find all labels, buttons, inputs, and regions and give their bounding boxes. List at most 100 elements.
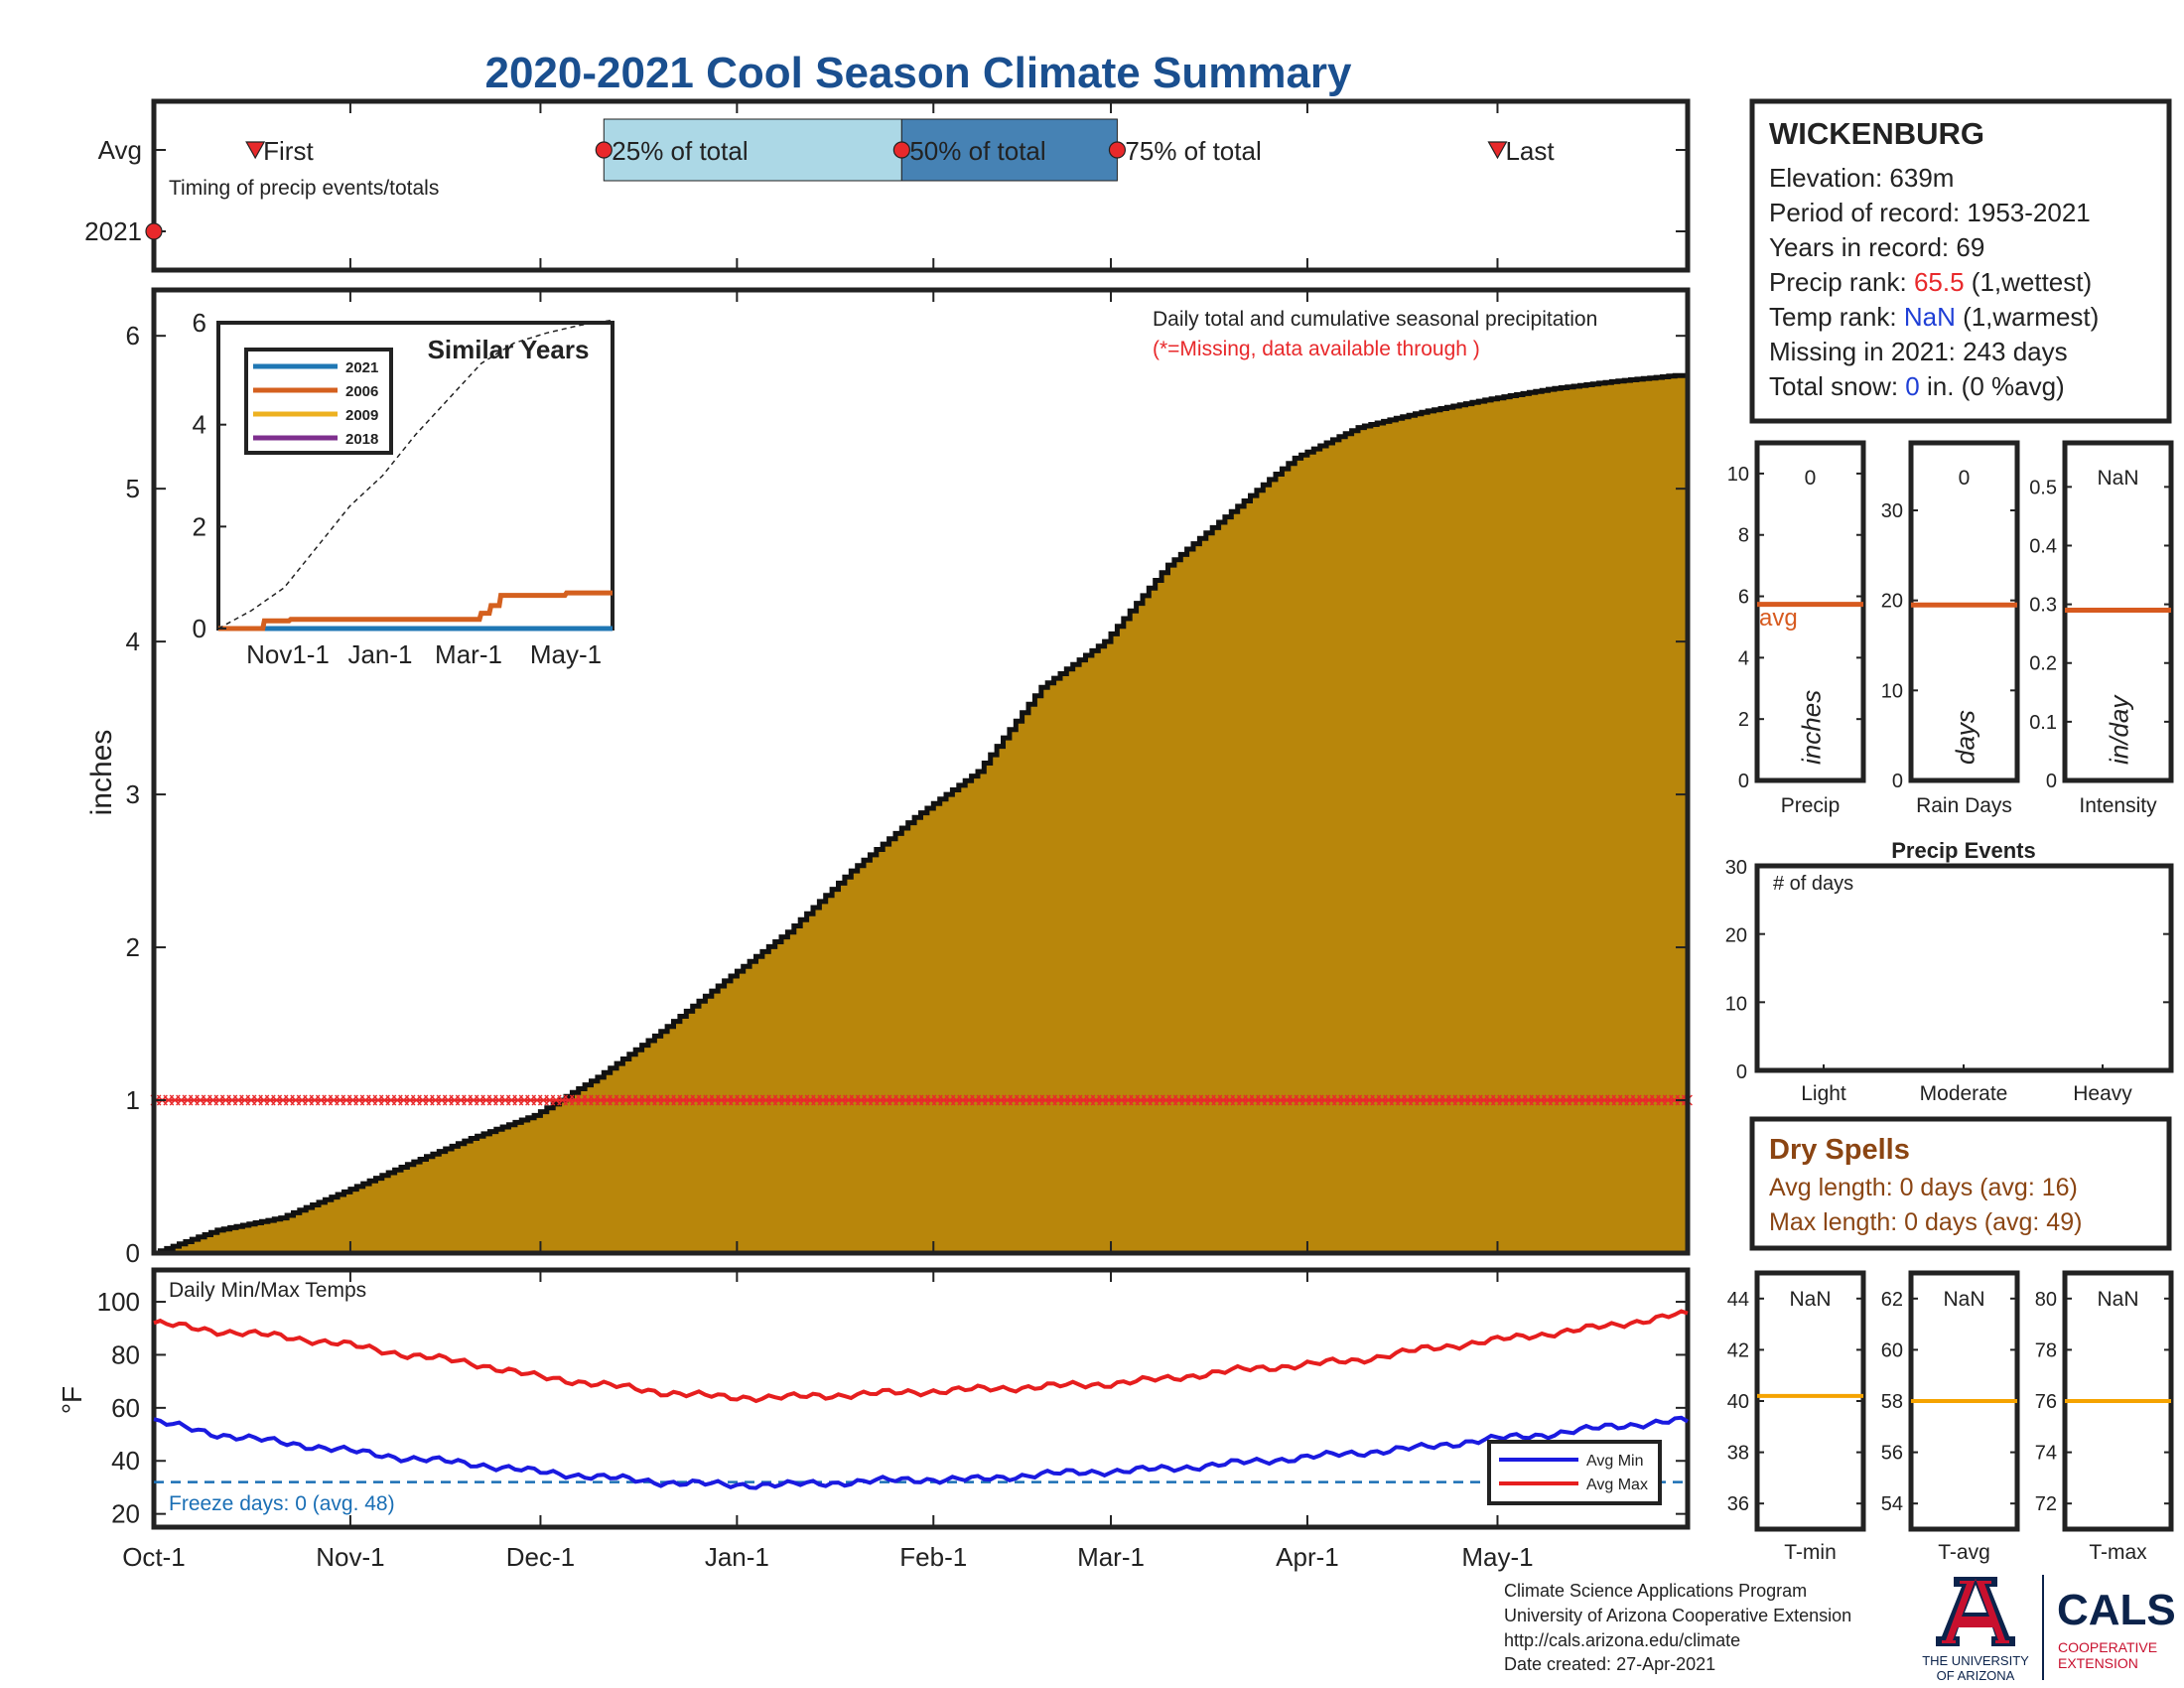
- cals-sub-2: EXTENSION: [2058, 1655, 2138, 1671]
- panel-y-tick-label: 0.3: [2029, 595, 2057, 617]
- x-tick-label: Apr-1: [1276, 1542, 1339, 1572]
- y-tick-label: 1: [126, 1085, 140, 1115]
- x-tick-label: Mar-1: [1077, 1542, 1145, 1572]
- precip-summary-panels: 0 2 4 6 8 10 0 inches Precip 0 10 20 30 0 days Rain Day…: [1727, 440, 2174, 817]
- temp-panel-y-tick-label: 62: [1881, 1289, 1903, 1311]
- precip-rank-part: (1,wettest): [1965, 267, 2093, 297]
- university-logo: [1936, 1577, 2015, 1646]
- timing-marker-label: Last: [1505, 136, 1555, 166]
- events-title: Precip Events: [1891, 838, 2036, 863]
- temp-y-tick-label: 20: [111, 1499, 140, 1529]
- inset-legend: 2021 2006 2009 2018: [244, 348, 393, 455]
- temp-panel-label: T-min: [1784, 1541, 1837, 1564]
- y-tick-label: 3: [126, 779, 140, 809]
- temp-panel-value: NaN: [1943, 1288, 1984, 1311]
- timing-marker-label: 75% of total: [1125, 136, 1261, 166]
- inset-y-tick-label: 0: [193, 614, 206, 643]
- events-y-tick-label: 0: [1736, 1061, 1747, 1083]
- missing-days: Missing in 2021: 243 days: [1769, 337, 2068, 366]
- station-info-panel: WICKENBURG Elevation: 639m Period of recor…: [1749, 98, 2172, 424]
- ua-a-inner: [1942, 1579, 2009, 1643]
- panel-y-tick-label: 0: [1892, 771, 1903, 792]
- freeze-days-label: Freeze days: 0 (avg. 48): [169, 1492, 395, 1515]
- station-info-line: Elevation: 639m: [1769, 163, 1954, 193]
- temp-panel-label: T-avg: [1938, 1541, 1990, 1564]
- y-tick-label: 0: [126, 1238, 140, 1268]
- timing-year-marker: [145, 222, 163, 240]
- temp-panel-y-tick-label: 56: [1881, 1443, 1903, 1465]
- similar-years-inset: 0 2 4 6 Nov1-1 Jan-1 Mar-1 May-1 Similar Years 20…: [193, 308, 614, 669]
- timing-caption: Timing of precip events/totals: [169, 177, 439, 200]
- x-tick-label: Oct-1: [122, 1542, 186, 1572]
- panel-y-tick-label: 10: [1881, 680, 1903, 702]
- timing-frame: [151, 98, 1691, 273]
- footer-line-1: Climate Science Applications Program: [1504, 1581, 1807, 1601]
- missing-note: (*=Missing, data available through ): [1153, 338, 1480, 360]
- total-snow-part: 0: [1905, 371, 1919, 401]
- y-tick-label: 5: [126, 474, 140, 503]
- panel-y-tick-label: 0: [2046, 771, 2057, 792]
- inset-legend-label: 2006: [345, 383, 378, 400]
- inset-x-tick-label: Jan-1: [347, 639, 412, 669]
- precip-annotation: Daily total and cumulative seasonal prec…: [1153, 308, 1597, 331]
- inset-y-tick-label: 2: [193, 511, 206, 541]
- temp-y-tick-label: 40: [111, 1446, 140, 1476]
- dry-spells-avg: Avg length: 0 days (avg: 16): [1769, 1174, 2078, 1201]
- station-info-line: Period of record: 1953-2021: [1769, 198, 2091, 227]
- panel-unit: days: [1951, 710, 1980, 765]
- precip-rank: Precip rank: 65.5 (1,wettest): [1769, 267, 2092, 297]
- y-tick-label: 6: [126, 321, 140, 351]
- inset-title: Similar Years: [428, 335, 590, 364]
- temp-panel-y-tick-label: 74: [2035, 1443, 2057, 1465]
- panel-unit: in/day: [2105, 694, 2134, 765]
- temp-rank-part: Temp rank:: [1769, 302, 1904, 332]
- panel-frame-precip: [1754, 440, 1866, 783]
- panel-y-tick-label: 6: [1738, 587, 1749, 609]
- temp-panel-value: NaN: [1789, 1288, 1831, 1311]
- main-plot-frame: [151, 287, 1691, 1256]
- panel-label: Intensity: [2079, 794, 2157, 817]
- station-info-line: Years in record: 69: [1769, 232, 1984, 262]
- timing-marker-circle: [595, 141, 613, 159]
- dry-spells-max: Max length: 0 days (avg: 49): [1769, 1208, 2082, 1236]
- temp-panel-frame-t-min: [1754, 1270, 1866, 1532]
- temp-legend-label-max: Avg Max: [1586, 1477, 1648, 1493]
- footer-line-3: http://cals.arizona.edu/climate: [1504, 1630, 1740, 1650]
- temp-panel-y-tick-label: 44: [1727, 1289, 1749, 1311]
- cals-sub-1: COOPERATIVE: [2058, 1639, 2157, 1655]
- x-tick-label: Feb-1: [899, 1542, 967, 1572]
- x-tick-label: Dec-1: [506, 1542, 575, 1572]
- events-category-label: Heavy: [2073, 1082, 2132, 1105]
- precip-rank-part: 65.5: [1914, 267, 1965, 297]
- ua-name-line-1: THE UNIVERSITY: [1922, 1653, 2029, 1668]
- inset-x-tick-label: Nov1-1: [246, 639, 330, 669]
- temp-panel-y-tick-label: 58: [1881, 1391, 1903, 1413]
- timing-marker-label: First: [263, 136, 314, 166]
- temp-panel-y-tick-label: 78: [2035, 1339, 2057, 1361]
- inset-y-tick-label: 6: [193, 308, 206, 338]
- footer: Climate Science Applications Program Univ…: [1504, 1575, 2176, 1683]
- panel-y-tick-label: 0: [1738, 771, 1749, 792]
- panel-y-tick-label: 20: [1881, 591, 1903, 613]
- panel-y-tick-label: 2: [1738, 709, 1749, 731]
- timing-marker-label: 50% of total: [909, 136, 1045, 166]
- footer-line-2: University of Arizona Cooperative Extens…: [1504, 1606, 1851, 1625]
- total-snow-part: Total snow:: [1769, 371, 1905, 401]
- station-name: WICKENBURG: [1769, 116, 1984, 151]
- temp-rank-part: NaN: [1904, 302, 1956, 332]
- dry-spells-title: Dry Spells: [1769, 1134, 1910, 1166]
- precip-main-panel: 0 1 2 3 4 5 6 inches Daily total and cumulative …: [85, 287, 1693, 1268]
- cals-logo: CALS: [2057, 1586, 2176, 1634]
- panel-value: 0: [1805, 467, 1817, 490]
- x-tick-label: May-1: [1461, 1542, 1533, 1572]
- temp-panel-y-tick-label: 76: [2035, 1391, 2057, 1413]
- temp-legend: Avg Min Avg Max: [1487, 1440, 1662, 1505]
- temp-frame: [151, 1267, 1691, 1530]
- temp-panel-y-tick-label: 36: [1727, 1493, 1749, 1515]
- inset-legend-label: 2018: [345, 431, 378, 448]
- inset-y-tick-label: 4: [193, 410, 206, 440]
- temp-panel-label: T-max: [2089, 1541, 2147, 1564]
- temp-panel-y-tick-label: 54: [1881, 1493, 1903, 1515]
- dry-spells-box: [1749, 1116, 2172, 1251]
